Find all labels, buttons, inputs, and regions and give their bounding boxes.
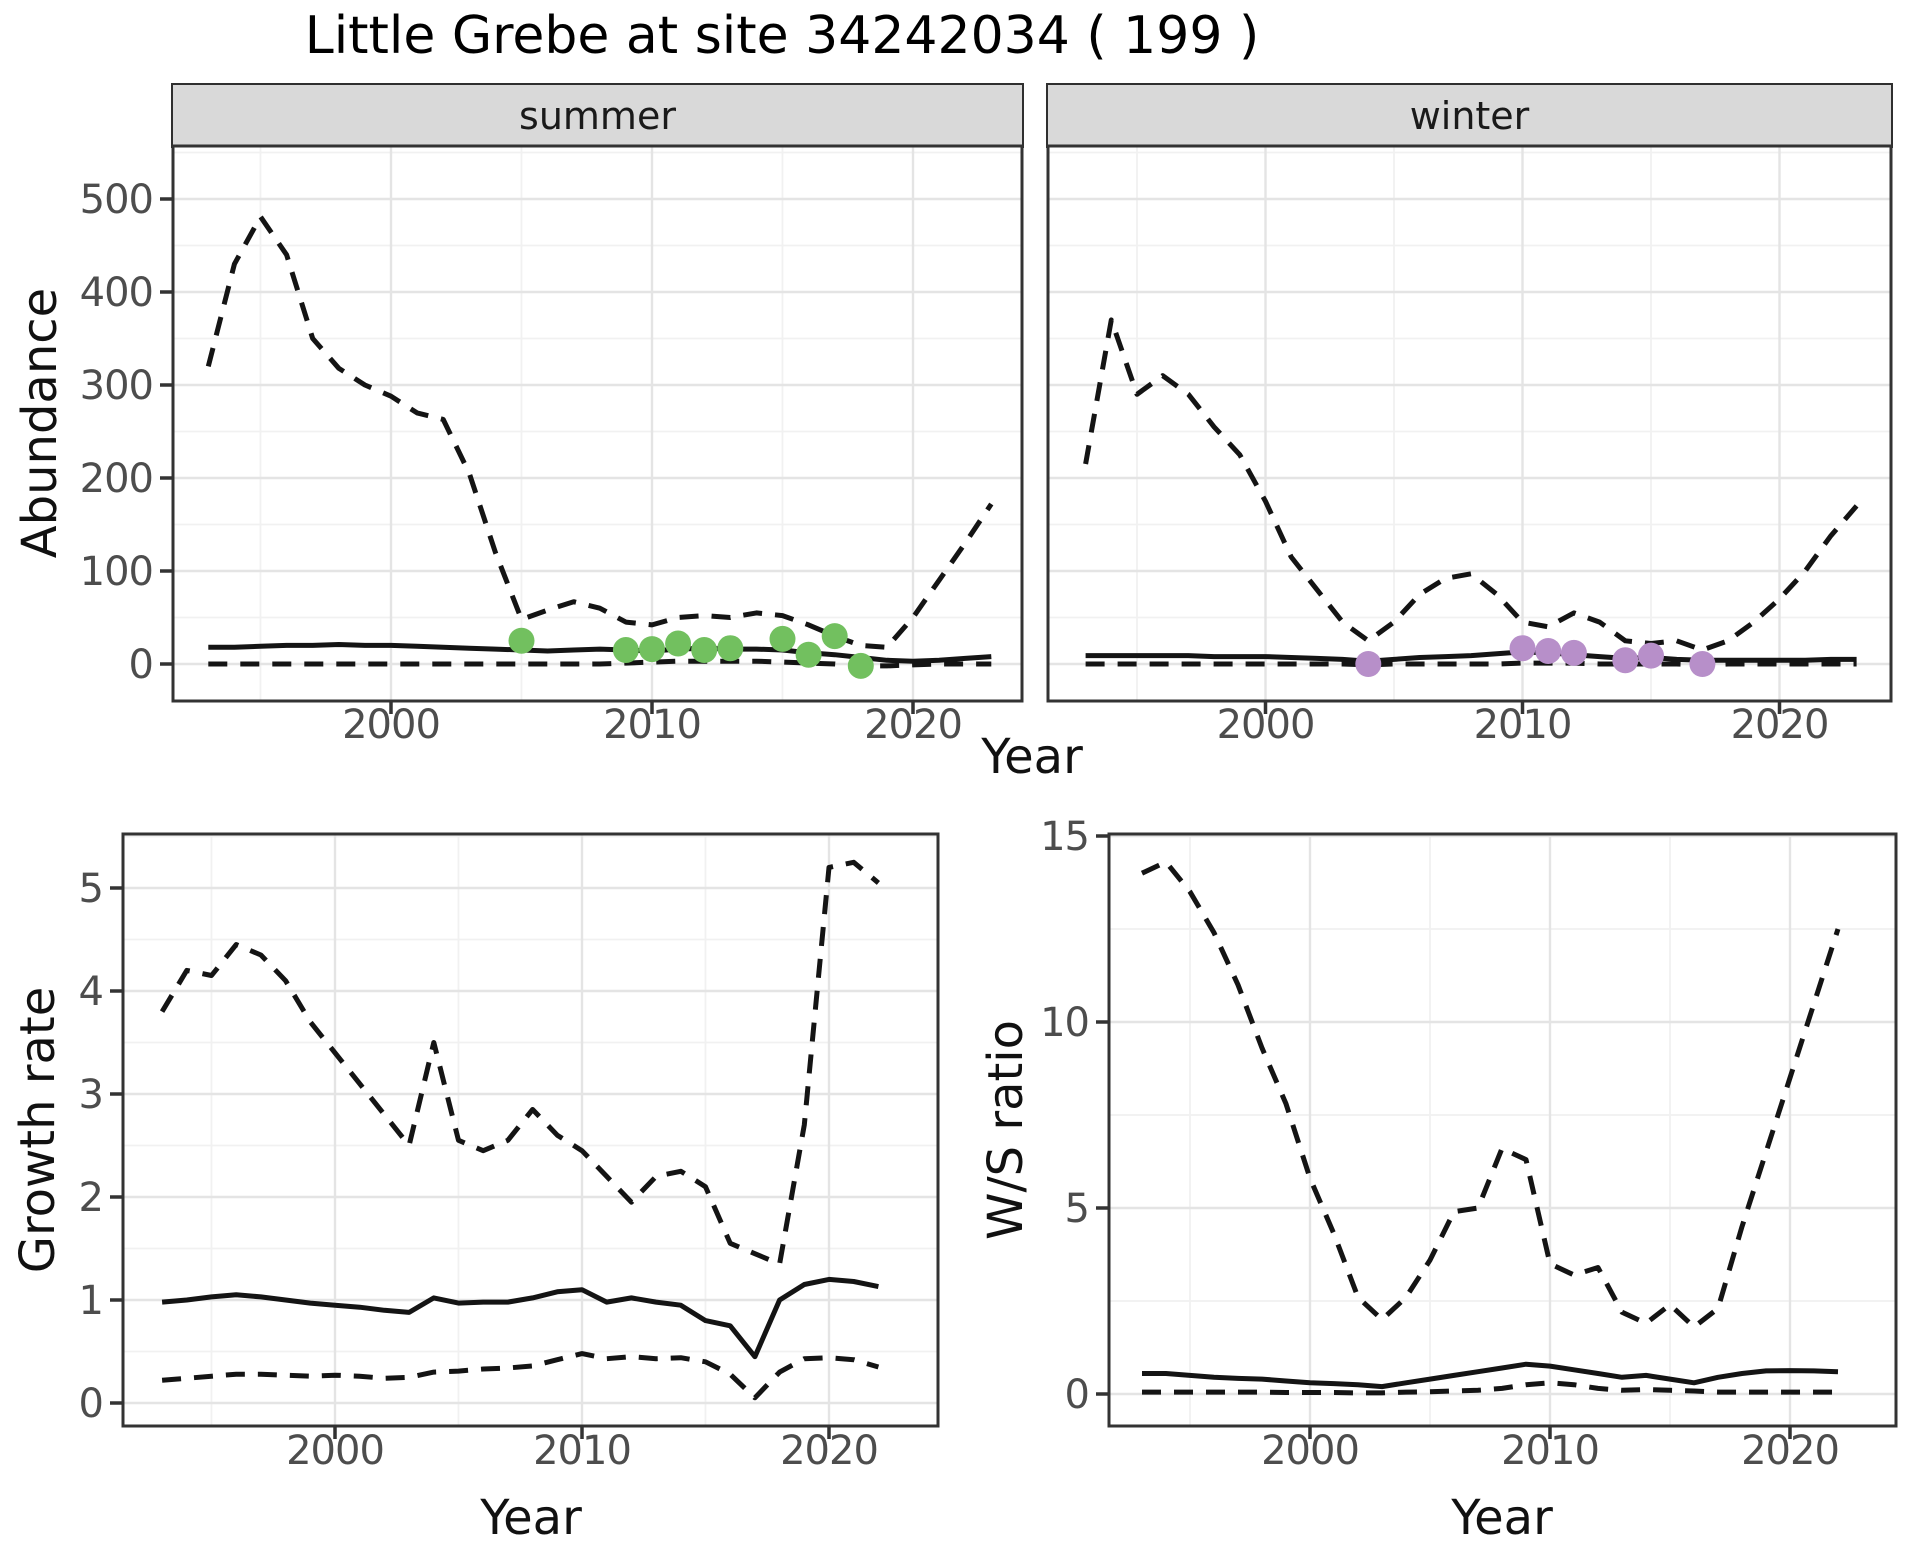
y-tick-label: 400 bbox=[80, 270, 153, 316]
y-tick-label: 100 bbox=[80, 549, 153, 595]
facet-label-winter: winter bbox=[1409, 93, 1530, 138]
x-tick-label: 2010 bbox=[1474, 702, 1572, 748]
data-point bbox=[1689, 651, 1716, 677]
series-line-dashed bbox=[1083, 317, 1859, 653]
panel-abundance-winter: 2000 2010 2020 bbox=[1046, 144, 1893, 748]
data-point bbox=[508, 627, 535, 654]
x-tick-label: 2020 bbox=[864, 702, 962, 748]
x-tick-label: 2020 bbox=[1731, 702, 1829, 748]
series-line-solid bbox=[161, 1276, 879, 1360]
y-tick-label: 3 bbox=[79, 1072, 103, 1118]
x-tick-label: 2010 bbox=[603, 702, 701, 748]
facet-strip-winter: winter bbox=[1046, 83, 1893, 148]
series-line-dashed bbox=[205, 214, 994, 650]
y-tick-label: 2 bbox=[79, 1175, 103, 1221]
y-axis-title-ws-ratio: W/S ratio bbox=[978, 1019, 1034, 1241]
y-tick-label: 5 bbox=[79, 866, 103, 912]
x-tick-label: 2020 bbox=[1741, 1428, 1839, 1474]
y-tick-label: 500 bbox=[80, 177, 153, 223]
y-tick-label: 4 bbox=[79, 969, 103, 1015]
y-tick-label: 15 bbox=[1040, 814, 1089, 860]
x-axis-title-year-bottom-right: Year bbox=[1451, 1490, 1553, 1546]
data-point bbox=[1638, 642, 1664, 669]
data-point bbox=[821, 623, 848, 650]
y-tick-label: 200 bbox=[80, 456, 153, 502]
data-point bbox=[665, 630, 692, 657]
y-tick-label: 300 bbox=[80, 363, 153, 409]
series-line-solid bbox=[1085, 649, 1857, 664]
panel-border bbox=[171, 144, 1024, 703]
x-tick-label: 2000 bbox=[1217, 702, 1315, 748]
chart-title: Little Grebe at site 34242034 ( 199 ) bbox=[304, 6, 1260, 66]
panel-ws-ratio: 2000 2010 2020 0 5 10 15 bbox=[1040, 814, 1898, 1474]
series-line-dashed bbox=[1142, 1380, 1838, 1396]
y-tick-label: 0 bbox=[1065, 1372, 1089, 1418]
panel-growth-rate: 2000 2010 2020 0 1 2 3 4 5 bbox=[79, 832, 940, 1474]
series-line-dashed bbox=[208, 658, 992, 669]
panel-border bbox=[121, 832, 940, 1428]
series-line-dashed bbox=[1085, 660, 1857, 668]
x-tick-label: 2000 bbox=[342, 702, 440, 748]
data-point bbox=[769, 625, 796, 652]
y-tick-label: 1 bbox=[79, 1278, 103, 1324]
data-point bbox=[1509, 635, 1536, 662]
data-point bbox=[795, 641, 822, 668]
panel-border bbox=[1046, 144, 1893, 703]
facet-label-summer: summer bbox=[519, 93, 676, 138]
panel-abundance-summer: 2000 2010 2020 0 100 200 300 400 500 bbox=[80, 144, 1024, 748]
panel-border bbox=[1107, 832, 1898, 1428]
y-tick-label: 5 bbox=[1065, 1186, 1089, 1232]
y-tick-label: 10 bbox=[1040, 1000, 1089, 1046]
data-point bbox=[691, 637, 718, 664]
y-axis-title-growth-rate: Growth rate bbox=[10, 986, 66, 1274]
series-line-dashed bbox=[1140, 859, 1841, 1330]
facet-strip-summer: summer bbox=[171, 83, 1024, 148]
y-axis-title-abundance: Abundance bbox=[12, 287, 68, 559]
series-line-dashed bbox=[159, 859, 881, 1267]
data-point bbox=[717, 635, 744, 662]
x-tick-label: 2020 bbox=[780, 1428, 878, 1474]
x-axis-title-year-bottom-left: Year bbox=[480, 1490, 582, 1546]
x-tick-label: 2010 bbox=[533, 1428, 631, 1474]
x-tick-label: 2000 bbox=[286, 1428, 384, 1474]
data-point bbox=[847, 652, 874, 679]
data-point bbox=[1560, 639, 1587, 666]
y-tick-label: 0 bbox=[129, 642, 153, 688]
series-line-dashed bbox=[161, 1351, 880, 1401]
data-point bbox=[639, 636, 665, 663]
data-point bbox=[1612, 647, 1639, 674]
series-line-solid bbox=[1142, 1361, 1839, 1390]
series-line-solid bbox=[208, 642, 992, 664]
y-tick-label: 0 bbox=[79, 1381, 103, 1427]
x-axis-title-year-top: Year bbox=[981, 729, 1083, 785]
x-tick-label: 2010 bbox=[1501, 1428, 1599, 1474]
x-tick-label: 2000 bbox=[1261, 1428, 1359, 1474]
data-point bbox=[1355, 651, 1382, 677]
data-point bbox=[1535, 637, 1562, 664]
data-point bbox=[612, 637, 639, 664]
